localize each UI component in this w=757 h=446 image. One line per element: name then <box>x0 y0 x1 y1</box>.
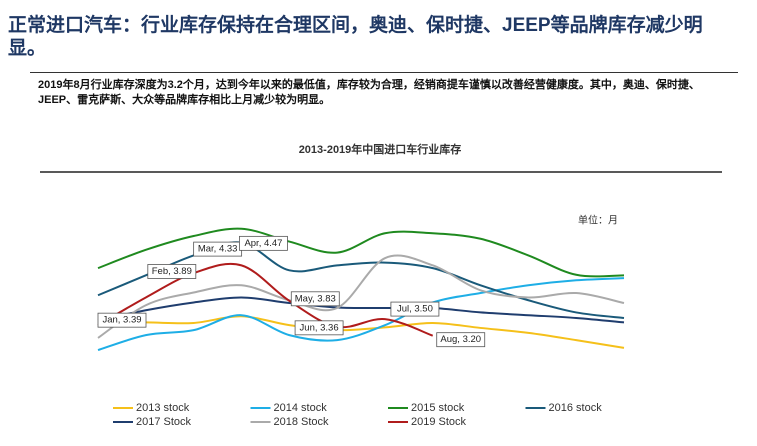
series-line <box>97 315 625 349</box>
series-line <box>97 254 625 339</box>
title-rule <box>30 72 738 73</box>
legend-label: 2014 stock <box>274 402 328 414</box>
data-label: Feb, 3.89 <box>152 266 192 277</box>
series-line <box>97 277 625 352</box>
data-label-box <box>390 301 440 317</box>
data-label: Mar, 4.33 <box>198 244 238 255</box>
data-label: Aug, 3.20 <box>440 334 481 345</box>
series-line <box>97 262 434 337</box>
data-label-box <box>294 320 344 336</box>
slide-text: 2019年8月行业库存深度为3.2个月，达到今年以来的最低值，库存较为合理，经销… <box>38 79 700 106</box>
unit-label: 单位：月 <box>578 214 618 227</box>
legend-label: 2015 stock <box>411 402 465 414</box>
data-label: Jun, 3.36 <box>300 322 339 333</box>
chart-title: 2013-2019年中国进口车行业库存 <box>299 142 462 156</box>
data-label-box <box>147 264 197 279</box>
legend-label: 2018 Stock <box>274 416 330 428</box>
data-label-box <box>239 235 288 251</box>
legend-label: 2013 stock <box>136 402 190 414</box>
data-label-box <box>97 312 147 328</box>
data-label-box <box>290 291 340 307</box>
legend-label: 2016 stock <box>549 402 603 414</box>
data-label: May, 3.83 <box>295 293 336 304</box>
series-line <box>97 241 625 319</box>
data-label: Jul, 3.50 <box>397 304 433 315</box>
data-label: Jan, 3.39 <box>102 315 141 326</box>
series-line <box>97 296 625 324</box>
data-label-box <box>436 332 486 348</box>
legend-label: 2019 Stock <box>411 416 467 428</box>
legend-label: 2017 Stock <box>136 416 192 428</box>
data-label: Apr, 4.47 <box>244 238 282 249</box>
slide-title: 正常进口汽车：行业库存保持在合理区间，奥迪、保时捷、JEEP等品牌库存减少明显。 <box>8 15 703 59</box>
series-line <box>97 227 625 278</box>
